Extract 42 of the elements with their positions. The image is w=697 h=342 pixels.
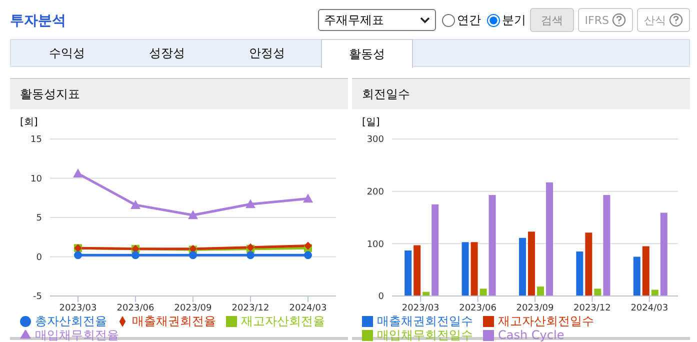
y-axis-title: [회]	[20, 116, 38, 129]
legend-label: Cash Cycle	[498, 328, 564, 342]
text: 산식	[637, 8, 690, 32]
x-tick-label: 2023/12	[232, 303, 270, 314]
x-tick-label: 2023/06	[459, 303, 497, 314]
legend-label: 매출채권회전율	[132, 314, 216, 328]
text: 투자분석	[10, 12, 66, 30]
text: 활동성	[321, 39, 413, 68]
text: 연간	[456, 12, 481, 28]
legend-label: 총자산회전율	[35, 314, 107, 328]
x-tick-label: 2023/03	[402, 303, 440, 314]
x-tick-label: 2023/03	[59, 303, 97, 314]
y-tick-label: 5	[36, 214, 42, 224]
x-tick-label: 2024/03	[630, 303, 668, 314]
text: 주재무제표	[324, 12, 384, 28]
y-tick-label: 15	[30, 135, 42, 146]
chart-title: 회전일수	[352, 79, 690, 109]
y-tick-label: 0	[36, 252, 42, 263]
text: 성장성	[148, 45, 186, 62]
text: 검색	[530, 8, 574, 32]
x-tick-label: 2023/09	[174, 303, 212, 314]
x-tick-label: 2023/06	[116, 303, 154, 314]
x-tick-label: 2023/09	[516, 303, 554, 314]
legend-label: 매입채무회전율	[35, 328, 119, 342]
x-tick-label: 2024/03	[289, 303, 327, 314]
y-axis-title: [일]	[362, 116, 380, 129]
legend-label: 재고자산회전일수	[498, 314, 594, 328]
x-tick-label: 2023/12	[574, 303, 611, 314]
text: 분기	[500, 12, 526, 28]
y-tick-label: 10	[30, 174, 42, 184]
y-tick-label: 300	[366, 135, 384, 146]
text: IFRS	[578, 8, 633, 32]
y-tick-label: -5	[33, 292, 42, 302]
legend-label: 재고자산회전율	[241, 314, 325, 328]
y-tick-label: 100	[366, 240, 384, 250]
text: 안정성	[248, 45, 286, 62]
legend-label: 매출채권회전일수	[377, 314, 473, 328]
text: 수익성	[48, 45, 86, 62]
legend-label: 매입채무회전일수	[377, 328, 473, 342]
y-tick-label: 0	[378, 292, 384, 302]
chart-title: 활동성지표	[10, 79, 348, 109]
y-tick-label: 200	[366, 188, 384, 198]
